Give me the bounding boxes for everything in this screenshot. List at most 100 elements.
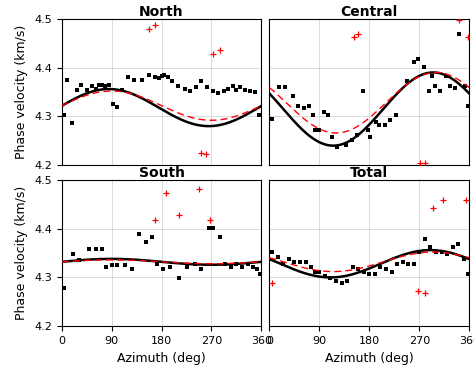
Point — [381, 122, 389, 128]
Point — [316, 127, 323, 133]
Point — [285, 256, 292, 262]
Point — [61, 285, 68, 291]
Point — [125, 74, 132, 80]
Point — [153, 261, 161, 267]
X-axis label: Azimuth (deg): Azimuth (deg) — [117, 351, 206, 364]
Point — [355, 32, 362, 38]
Point — [367, 134, 374, 140]
Point — [353, 132, 361, 138]
Point — [122, 262, 129, 268]
Point — [216, 234, 224, 240]
Point — [387, 117, 394, 123]
Point — [324, 112, 331, 118]
Point — [268, 116, 276, 122]
Point — [416, 249, 423, 255]
Point — [349, 264, 356, 270]
Point — [214, 90, 222, 96]
Point — [410, 59, 418, 65]
Point — [191, 261, 199, 267]
Point — [136, 231, 143, 237]
Point — [192, 84, 200, 90]
Point — [98, 82, 105, 88]
Point — [164, 74, 172, 80]
Point — [311, 268, 319, 274]
Point — [128, 266, 136, 272]
Point — [372, 119, 380, 125]
Point — [377, 264, 384, 270]
Point — [268, 249, 276, 255]
Point — [181, 86, 189, 92]
Point — [162, 190, 170, 196]
Point — [246, 88, 254, 94]
Point — [205, 225, 212, 231]
Point — [113, 262, 121, 268]
Point — [233, 261, 240, 267]
Point — [382, 266, 390, 272]
Point — [175, 212, 183, 218]
Point — [375, 122, 383, 128]
Point — [182, 264, 190, 270]
Point — [109, 101, 117, 107]
Point — [224, 86, 232, 92]
Point — [355, 266, 362, 272]
Point — [198, 78, 205, 84]
Point — [449, 244, 456, 250]
Point — [392, 112, 400, 118]
Point — [404, 261, 412, 267]
Point — [209, 51, 217, 57]
Point — [101, 82, 109, 88]
Point — [255, 112, 263, 118]
Point — [161, 72, 168, 78]
Point — [83, 87, 91, 93]
Point — [456, 17, 463, 23]
Point — [463, 197, 470, 203]
Point — [320, 110, 328, 116]
Point — [92, 246, 100, 252]
Point — [399, 259, 406, 265]
Point — [105, 82, 113, 88]
Point — [166, 264, 173, 270]
Point — [238, 264, 246, 270]
Point — [446, 83, 454, 89]
Point — [229, 83, 237, 89]
Point — [148, 234, 155, 240]
Point — [403, 78, 411, 84]
Point — [276, 84, 283, 90]
Point — [77, 82, 85, 88]
Point — [198, 266, 205, 272]
Point — [428, 74, 435, 80]
Point — [438, 249, 445, 255]
Point — [102, 264, 110, 270]
Point — [73, 87, 81, 93]
Point — [168, 78, 175, 84]
Point — [420, 64, 428, 70]
Y-axis label: Phase velocity (km/s): Phase velocity (km/s) — [16, 25, 28, 159]
Point — [465, 270, 472, 276]
Point — [439, 197, 447, 203]
Point — [465, 103, 472, 109]
Point — [426, 88, 433, 94]
Point — [455, 241, 462, 247]
Point — [227, 264, 235, 270]
Point — [332, 278, 340, 284]
Point — [307, 264, 315, 270]
Point — [249, 264, 257, 270]
Point — [300, 105, 308, 111]
Point — [328, 134, 336, 140]
Point — [338, 280, 346, 286]
Point — [146, 27, 153, 33]
Point — [359, 88, 366, 94]
Point — [388, 268, 395, 274]
Point — [151, 22, 159, 28]
Point — [442, 74, 450, 80]
Point — [460, 256, 467, 262]
Point — [429, 205, 437, 211]
Point — [350, 34, 357, 40]
Point — [75, 257, 83, 263]
Point — [348, 137, 356, 143]
Point — [393, 261, 401, 267]
Point — [142, 239, 150, 245]
Point — [410, 261, 418, 267]
Point — [443, 251, 451, 257]
Point — [302, 259, 310, 265]
